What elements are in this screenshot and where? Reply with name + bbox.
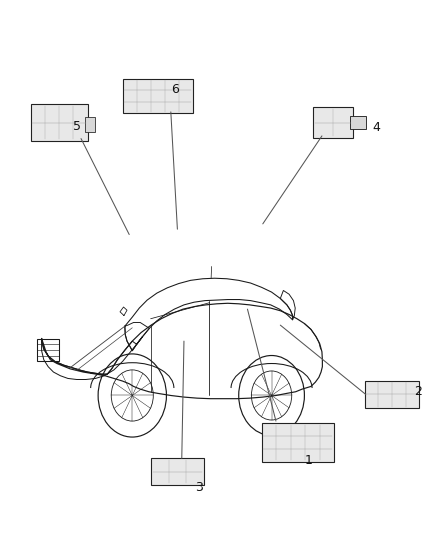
Text: 2: 2 (414, 385, 422, 398)
Text: 1: 1 (304, 454, 312, 467)
FancyBboxPatch shape (85, 117, 95, 132)
FancyBboxPatch shape (151, 458, 204, 485)
FancyBboxPatch shape (123, 78, 193, 114)
Text: 4: 4 (372, 122, 380, 134)
FancyBboxPatch shape (262, 423, 334, 462)
Text: 6: 6 (171, 83, 179, 96)
FancyBboxPatch shape (350, 116, 366, 129)
FancyBboxPatch shape (364, 381, 419, 408)
Text: 3: 3 (195, 481, 203, 494)
FancyBboxPatch shape (313, 107, 353, 138)
Text: 5: 5 (73, 120, 81, 133)
FancyBboxPatch shape (31, 104, 88, 141)
